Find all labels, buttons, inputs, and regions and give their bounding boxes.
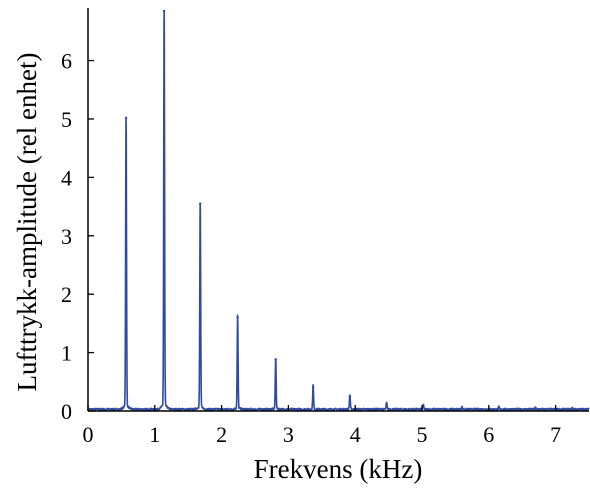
peak-point	[311, 385, 315, 389]
peak-point	[460, 407, 464, 410]
x-tick-label: 4	[350, 422, 361, 447]
x-tick-label: 0	[83, 422, 94, 447]
x-tick-label: 5	[417, 422, 428, 447]
x-tick-label: 6	[483, 422, 494, 447]
x-axis-title: Frekvens (kHz)	[254, 454, 423, 484]
series-layer	[88, 9, 590, 412]
spectrum-line	[88, 10, 590, 411]
peak-point	[199, 202, 202, 205]
peak-point	[274, 358, 277, 361]
peak-point	[497, 407, 501, 410]
labels-layer: Frekvens (kHz) Lufttrykk-amplitude (rel …	[12, 53, 422, 484]
peak-point	[422, 405, 425, 408]
y-tick-label: 3	[61, 224, 72, 249]
y-tick-label: 6	[61, 49, 72, 74]
x-tick-label: 1	[149, 422, 160, 447]
x-tick-label: 3	[283, 422, 294, 447]
y-tick-label: 1	[61, 341, 72, 366]
peak-point	[124, 116, 128, 120]
y-tick-label: 5	[61, 107, 72, 132]
y-tick-label: 2	[61, 282, 72, 307]
y-tick-label: 4	[61, 165, 72, 190]
y-axis-title: Lufttrykk-amplitude (rel enhet)	[12, 53, 42, 392]
x-tick-label: 2	[216, 422, 227, 447]
x-tick-label: 7	[550, 422, 561, 447]
y-tick-label: 0	[61, 399, 72, 424]
peak-point	[534, 408, 537, 411]
ticks-layer: 0 1 2 3 4 5 6 7 0 1 2 3 4 5 6	[61, 49, 561, 447]
peak-point	[162, 9, 166, 13]
axes-layer	[87, 8, 589, 412]
peak-point	[236, 316, 239, 319]
peak-point	[385, 403, 388, 406]
peak-point	[348, 395, 352, 398]
